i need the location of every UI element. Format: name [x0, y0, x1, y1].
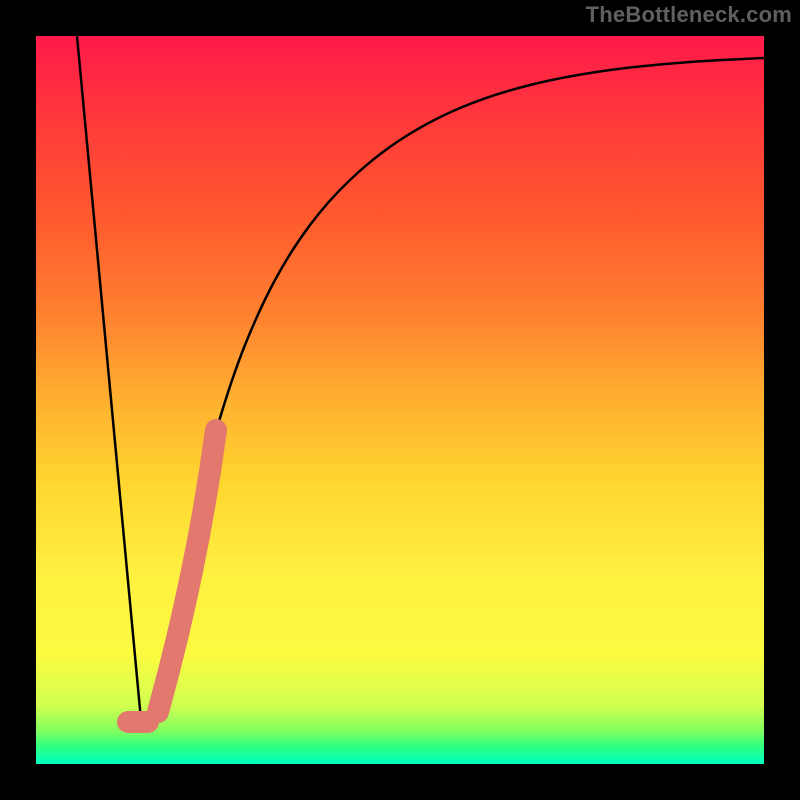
- watermark-text: TheBottleneck.com: [586, 2, 792, 28]
- plot-background: [36, 36, 764, 764]
- bottleneck-chart: [0, 0, 800, 800]
- chart-container: TheBottleneck.com: [0, 0, 800, 800]
